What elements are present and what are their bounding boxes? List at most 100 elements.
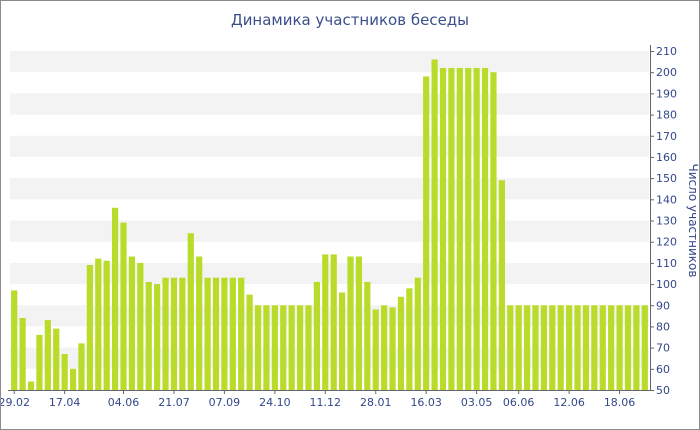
bar	[330, 254, 337, 390]
bar	[36, 334, 43, 390]
bar	[111, 207, 119, 390]
bar	[322, 254, 329, 390]
bar	[515, 305, 522, 390]
chart-title: Динамика участников беседы	[230, 11, 470, 29]
y-axis-label: Число участников	[686, 164, 699, 278]
bar	[339, 292, 346, 390]
bar	[69, 368, 77, 390]
grid-band	[10, 51, 649, 73]
bar	[481, 67, 489, 390]
grid-band	[10, 262, 649, 285]
bar	[423, 76, 430, 391]
y-tick-label: 100	[656, 278, 677, 291]
bar	[296, 305, 304, 390]
y-tick-label: 70	[656, 342, 670, 355]
bar	[465, 67, 472, 390]
bar	[170, 277, 178, 390]
grid-bands	[10, 51, 649, 369]
bar	[11, 290, 18, 390]
bar	[473, 67, 480, 390]
y-tick-label: 180	[656, 109, 677, 122]
x-tick-label: 18.06	[604, 396, 636, 409]
x-tick-label: 12.06	[553, 396, 585, 409]
bar	[179, 277, 186, 390]
x-tick-label: 06.06	[503, 396, 535, 409]
bar	[44, 320, 51, 390]
y-tick-label: 190	[656, 87, 677, 100]
bar	[305, 305, 312, 390]
y-tick-label: 60	[656, 363, 670, 376]
bar	[271, 305, 278, 390]
bar	[633, 305, 640, 390]
bar	[414, 277, 421, 390]
grid-band	[10, 178, 649, 200]
y-tick-labels: 50 60 70 80 90 100 110 120 130 140 150 160 170 180 190…	[650, 45, 677, 397]
x-tick-label: 21.07	[158, 396, 190, 409]
bar	[574, 305, 581, 390]
y-tick-label: 200	[656, 66, 677, 79]
y-tick-label: 80	[656, 320, 670, 333]
bar	[196, 256, 203, 390]
bar	[347, 256, 354, 390]
bar	[145, 281, 152, 390]
bar	[212, 277, 220, 390]
y-tick-label: 160	[656, 151, 677, 164]
bar	[238, 277, 245, 390]
bar	[221, 277, 228, 390]
bar	[263, 305, 270, 390]
bar	[27, 381, 35, 390]
y-tick-label: 210	[656, 45, 677, 58]
x-tick-label: 29.02	[1, 396, 30, 409]
y-tick-label: 140	[656, 193, 677, 206]
bar	[498, 180, 505, 390]
x-tick-label: 07.09	[209, 396, 241, 409]
bar	[456, 67, 463, 390]
bar	[549, 305, 556, 390]
y-tick-label: 130	[656, 215, 677, 228]
bar	[288, 305, 295, 390]
bar	[53, 328, 60, 390]
bar	[540, 305, 548, 390]
y-tick-label: 110	[656, 257, 677, 270]
grid-band	[10, 347, 649, 369]
bar	[431, 59, 438, 390]
bar	[439, 67, 447, 390]
bar	[246, 294, 253, 390]
bar	[120, 222, 127, 390]
bar	[557, 305, 564, 390]
bar	[364, 281, 371, 390]
x-tick-labels: 29.02 17.04 04.06 21.07 07.09 24.10 11.12 28.01…	[1, 390, 635, 409]
x-tick-label: 28.01	[360, 396, 392, 409]
bar	[162, 277, 169, 390]
y-tick-label: 120	[656, 236, 677, 249]
y-tick-label: 150	[656, 172, 677, 185]
bar	[61, 353, 68, 390]
y-tick-label: 170	[656, 130, 677, 143]
grid-band	[10, 93, 649, 115]
x-tick-label: 03.05	[461, 396, 493, 409]
bars	[11, 59, 648, 391]
bar	[523, 305, 531, 390]
bar	[490, 72, 497, 390]
y-tick-label: 90	[656, 299, 670, 312]
bar	[137, 262, 144, 390]
x-tick-label: 17.04	[49, 396, 81, 409]
grid-band	[10, 220, 649, 242]
bar	[591, 305, 598, 390]
bar	[204, 277, 211, 390]
bar	[397, 296, 405, 390]
bar	[95, 258, 102, 390]
y-tick-label: 50	[656, 384, 670, 397]
bar	[599, 305, 606, 390]
bar	[389, 307, 396, 390]
x-tick-label: 16.03	[410, 396, 442, 409]
grid-band	[10, 305, 649, 327]
bar	[507, 305, 514, 390]
x-tick-label: 11.12	[310, 396, 342, 409]
bar	[616, 305, 623, 390]
bar	[280, 305, 287, 390]
bar	[78, 343, 85, 390]
bar	[582, 305, 590, 390]
